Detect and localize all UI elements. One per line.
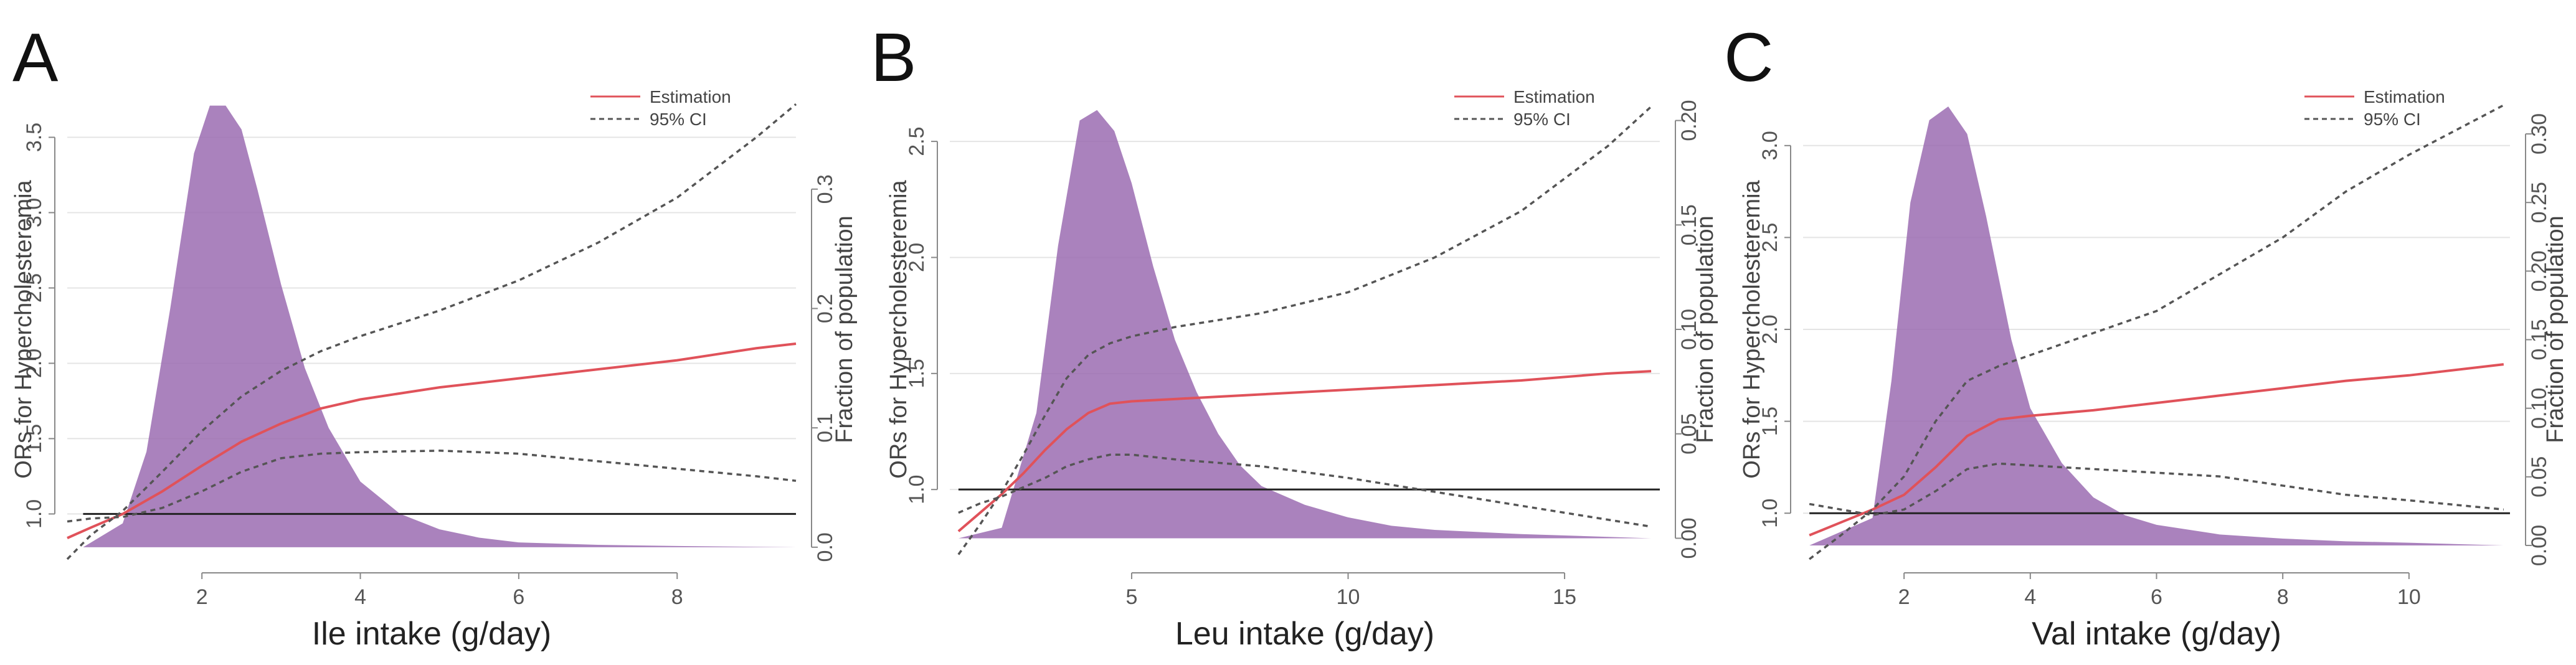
y-tick-label: 1.0 [905, 475, 929, 504]
y2-tick-label: 0.05 [1677, 413, 1701, 455]
x-tick-label: 10 [1337, 585, 1360, 609]
panel-c: C 1.0 1.5 2.0 2.5 3.0 0.00 0.05 0.10 0.15 0.20 0.25… [1724, 19, 2569, 652]
y-tick-label: 1.0 [22, 499, 46, 529]
legend-ci-label: 95% CI [1513, 110, 1571, 129]
y2-tick-label: 0.10 [2527, 388, 2551, 429]
y-axis-label: ORs for Hypercholesteremia [886, 179, 912, 478]
y-tick-label: 1.5 [1758, 407, 1782, 436]
estimation-line [957, 370, 1652, 532]
y2-tick-label: 0.0 [813, 532, 837, 562]
population-density-area [83, 105, 796, 547]
x-tick-label: 15 [1553, 585, 1576, 609]
y2-tick-label: 0.15 [1677, 204, 1701, 245]
y2-axis-label: Fraction of population [1692, 215, 1718, 443]
y2-tick-label: 0.05 [2527, 456, 2551, 498]
ci-upper-line [1809, 104, 2504, 560]
y-tick-label: 1.5 [22, 424, 46, 453]
y2-axis-label: Fraction of population [831, 215, 858, 443]
y2-tick-label: 0.1 [813, 413, 837, 443]
panel-letter: A [12, 19, 59, 96]
ci-lower-line [1809, 462, 2504, 516]
y-tick-label: 2.0 [905, 243, 929, 272]
x-tick-label: 6 [2151, 585, 2162, 609]
y2-tick-label: 0.3 [813, 174, 837, 204]
y-tick-label: 2.5 [22, 273, 46, 303]
y-axis-label: ORs for Hypercholesteremia [11, 179, 37, 478]
y2-tick-label: 0.30 [2527, 113, 2551, 154]
y-tick-label: 3.0 [22, 198, 46, 227]
y-tick-label: 1.5 [905, 359, 929, 388]
y2-axis-label: Fraction of population [2542, 215, 2569, 443]
panel-letter: C [1724, 19, 1773, 96]
legend-ci-label: 95% CI [2364, 110, 2421, 129]
x-tick-label: 6 [513, 585, 524, 609]
ci-lower-line [67, 450, 797, 523]
y-tick-label: 2.5 [905, 126, 929, 156]
ci-upper-line [957, 105, 1652, 555]
y-tick-label: 1.0 [1758, 499, 1782, 528]
legend-estimation-label: Estimation [2364, 87, 2445, 106]
ci-lower-line [958, 453, 1652, 528]
x-tick-label: 8 [2277, 585, 2289, 609]
x-tick-label: 2 [1898, 585, 1910, 609]
y2-tick-label: 0.00 [2527, 525, 2551, 566]
y-tick-label: 2.0 [1758, 314, 1782, 344]
x-tick-label: 5 [1125, 585, 1137, 609]
panel-letter: B [871, 19, 916, 96]
y2-tick-label: 0.00 [1677, 517, 1701, 559]
legend-estimation-label: Estimation [650, 87, 731, 106]
y-tick-label: 2.0 [22, 349, 46, 378]
x-tick-label: 4 [2024, 585, 2036, 609]
y2-tick-label: 0.10 [1677, 309, 1701, 350]
y2-tick-label: 0.25 [2527, 182, 2551, 223]
x-tick-label: 10 [2397, 585, 2421, 609]
y2-tick-label: 0.20 [2527, 250, 2551, 291]
x-axis-label: Leu intake (g/day) [1175, 616, 1434, 652]
ci-upper-line [66, 103, 797, 560]
estimation-line [1809, 363, 2504, 537]
x-axis-label: Val intake (g/day) [2032, 616, 2281, 652]
x-axis-label: Ile intake (g/day) [312, 616, 551, 652]
population-density-area [958, 110, 1652, 539]
y2-tick-label: 0.20 [1677, 100, 1701, 141]
y2-tick-label: 0.15 [2527, 319, 2551, 360]
estimation-line [67, 342, 797, 539]
x-tick-label: 8 [671, 585, 683, 609]
y-tick-label: 3.0 [1758, 131, 1782, 160]
y-tick-label: 2.5 [1758, 223, 1782, 252]
y2-tick-label: 0.2 [813, 294, 837, 323]
y-tick-label: 3.5 [22, 123, 46, 152]
panel-a: A 1.0 1.5 2.0 2.5 3.0 3.5 0.0 0.1 0.2 0.3 2 4 6 8 Ile i… [11, 19, 858, 652]
y-axis-label: ORs for Hypercholesteremia [1739, 179, 1765, 478]
population-density-area [1809, 106, 2504, 545]
panel-b: B 1.0 1.5 2.0 2.5 0.00 0.05 0.10 0.15 0.20 5 10 15 Le… [871, 19, 1718, 652]
x-tick-label: 4 [354, 585, 366, 609]
legend-ci-label: 95% CI [650, 110, 707, 129]
x-tick-label: 2 [196, 585, 208, 609]
legend-estimation-label: Estimation [1513, 87, 1595, 106]
